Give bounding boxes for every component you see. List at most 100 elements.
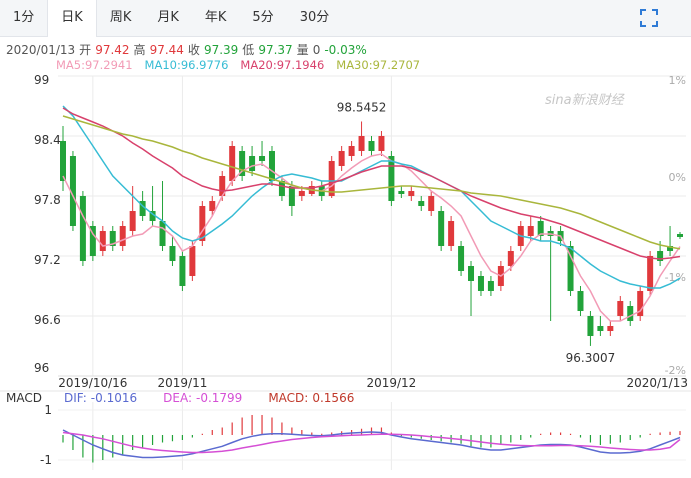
candle-body — [597, 326, 604, 331]
macd-line — [62, 431, 681, 454]
legend-value: 97.1946 — [276, 58, 325, 72]
macd-legend-value: -0.1799 — [196, 391, 242, 405]
quote-value: 97.42 — [95, 43, 130, 57]
quote-value: 0 — [312, 43, 321, 57]
macd-tick-label: 1 — [44, 403, 52, 417]
macd-legend-value: 0.1566 — [312, 391, 354, 405]
candle-body — [278, 181, 285, 196]
candle-body — [537, 221, 544, 236]
legend-item: MA20:97.1946 — [240, 58, 324, 72]
candle-body — [338, 151, 345, 166]
candle-body — [119, 226, 126, 246]
legend-item: MA30:97.2707 — [336, 58, 420, 72]
candle-body — [209, 201, 216, 211]
y-tick-label: 99 — [34, 73, 49, 87]
candle-body — [587, 316, 594, 336]
y-tick-label: 96.6 — [34, 313, 61, 327]
candle-body — [348, 146, 355, 156]
legend-value: 97.2707 — [372, 58, 421, 72]
quote-line: 2020/01/13 开 97.42 高 97.44 收 97.39 低 97.37 量 0 -0.0… — [6, 41, 371, 58]
candle-body — [288, 186, 295, 206]
macd-title: MACD — [6, 391, 42, 405]
candle-body — [527, 226, 534, 236]
ma-line — [62, 115, 681, 250]
tab[interactable]: 周K — [109, 10, 132, 25]
candle-body — [487, 281, 494, 291]
x-tick-label: 2019/11 — [157, 376, 207, 390]
candle-body — [408, 191, 415, 196]
y2-tick-label: -2% — [665, 364, 686, 377]
macd-legend-name: DIF: — [64, 391, 87, 405]
legend-name: MA5: — [56, 58, 85, 72]
candle-body — [418, 201, 425, 206]
candle-body — [637, 291, 644, 316]
candle-body — [60, 141, 66, 181]
candle-body — [189, 246, 196, 276]
tab[interactable]: 1分 — [13, 10, 35, 25]
quote-date: 2020/01/13 — [6, 43, 76, 57]
candle-body — [577, 291, 584, 311]
tab[interactable]: 月K — [157, 10, 179, 25]
candle-body — [89, 226, 96, 256]
quote-label: 开 — [79, 43, 92, 57]
y-tick-label: 97.2 — [34, 253, 61, 267]
quote-value: 97.39 — [203, 43, 239, 57]
y-tick-label: 97.8 — [34, 193, 61, 207]
ma-line — [62, 107, 681, 260]
candle-body — [617, 301, 624, 316]
candle-body — [398, 191, 405, 194]
candle-body — [388, 156, 395, 201]
ma-line — [62, 105, 681, 289]
y2-tick-label: -1% — [665, 271, 686, 284]
quote-value: 97.44 — [149, 43, 184, 57]
candle-body — [259, 156, 266, 161]
high-label: 98.5452 — [337, 100, 387, 114]
candle-body — [567, 246, 574, 291]
y-tick-label: 96 — [34, 361, 49, 375]
candle-body — [69, 156, 76, 226]
candle-body — [667, 246, 674, 251]
candle-body — [368, 141, 375, 151]
candle-body — [139, 201, 146, 216]
watermark: sina新浪财经 — [545, 92, 626, 108]
candle-body — [169, 246, 176, 261]
ma-legend: MA5:97.2941 MA10:96.9776 MA20:97.1946 MA30:… — [56, 58, 432, 72]
macd-legend-name: MACD: — [268, 391, 308, 405]
candle-body — [657, 251, 664, 261]
candle-body — [109, 231, 116, 246]
legend-value: 97.2941 — [84, 58, 133, 72]
candle-body — [647, 256, 654, 291]
y-tick-label: 98.4 — [34, 133, 61, 147]
y2-tick-label: 1% — [669, 74, 686, 87]
legend-item: MA5:97.2941 — [56, 58, 133, 72]
low-label: 96.3007 — [566, 351, 616, 365]
tab[interactable]: 日K — [47, 0, 97, 37]
tab[interactable]: 30分 — [299, 10, 330, 25]
fullscreen-icon[interactable] — [640, 9, 658, 27]
candle-body — [249, 156, 256, 171]
candle-body — [328, 161, 335, 196]
candle-body — [448, 221, 455, 246]
candle-body — [298, 191, 305, 196]
macd-legend-value: -0.1016 — [91, 391, 137, 405]
legend-name: MA10: — [144, 58, 181, 72]
candle-body — [179, 256, 186, 286]
quote-label: 高 — [133, 43, 146, 57]
tab[interactable]: 年K — [204, 10, 227, 25]
legend-value: 96.9776 — [180, 58, 229, 72]
macd-legend-name: DEA: — [163, 391, 192, 405]
candle-body — [268, 151, 275, 181]
candle-body — [458, 246, 465, 271]
quote-change: -0.03% — [324, 43, 367, 57]
candle-body — [677, 234, 683, 237]
legend-name: MA30: — [336, 58, 373, 72]
tab[interactable]: 5分 — [252, 10, 274, 25]
candle-body — [477, 276, 484, 291]
macd-tick-label: -1 — [40, 453, 52, 467]
candle-body — [627, 306, 634, 321]
candle-body — [219, 176, 226, 196]
candle-body — [159, 221, 166, 246]
candle-body — [507, 251, 514, 266]
